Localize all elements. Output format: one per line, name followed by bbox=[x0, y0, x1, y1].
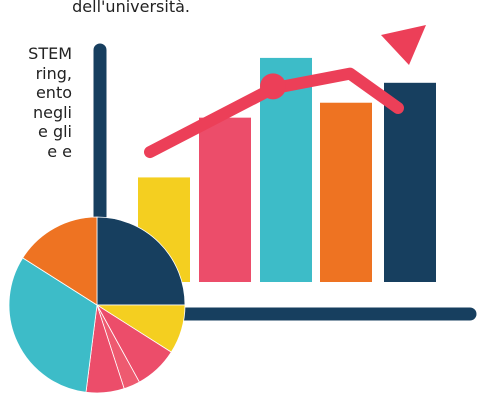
partial-text-line: ring, bbox=[35, 63, 72, 83]
pie-chart-group bbox=[8, 216, 186, 393]
partial-text-line: negli bbox=[32, 102, 72, 122]
pie-slice-1 bbox=[96, 216, 186, 306]
bar-2 bbox=[199, 117, 251, 282]
partial-text-line: e e bbox=[47, 141, 72, 161]
partial-text-top: dell'università. bbox=[72, 0, 190, 16]
bar-5 bbox=[384, 82, 436, 282]
partial-text-line: STEM bbox=[28, 44, 72, 63]
trend-arrowhead bbox=[381, 25, 426, 65]
partial-text-line: ento bbox=[35, 83, 72, 102]
trend-peak-dot bbox=[260, 73, 286, 100]
bar-4 bbox=[320, 102, 372, 282]
trend-arrow-group bbox=[144, 25, 426, 159]
pie-slice-7 bbox=[22, 216, 98, 306]
trend-line bbox=[144, 67, 404, 159]
partial-text-left: STEM ring, ento negli e gli e e bbox=[0, 44, 72, 161]
partial-text-line: e gli bbox=[38, 122, 72, 141]
